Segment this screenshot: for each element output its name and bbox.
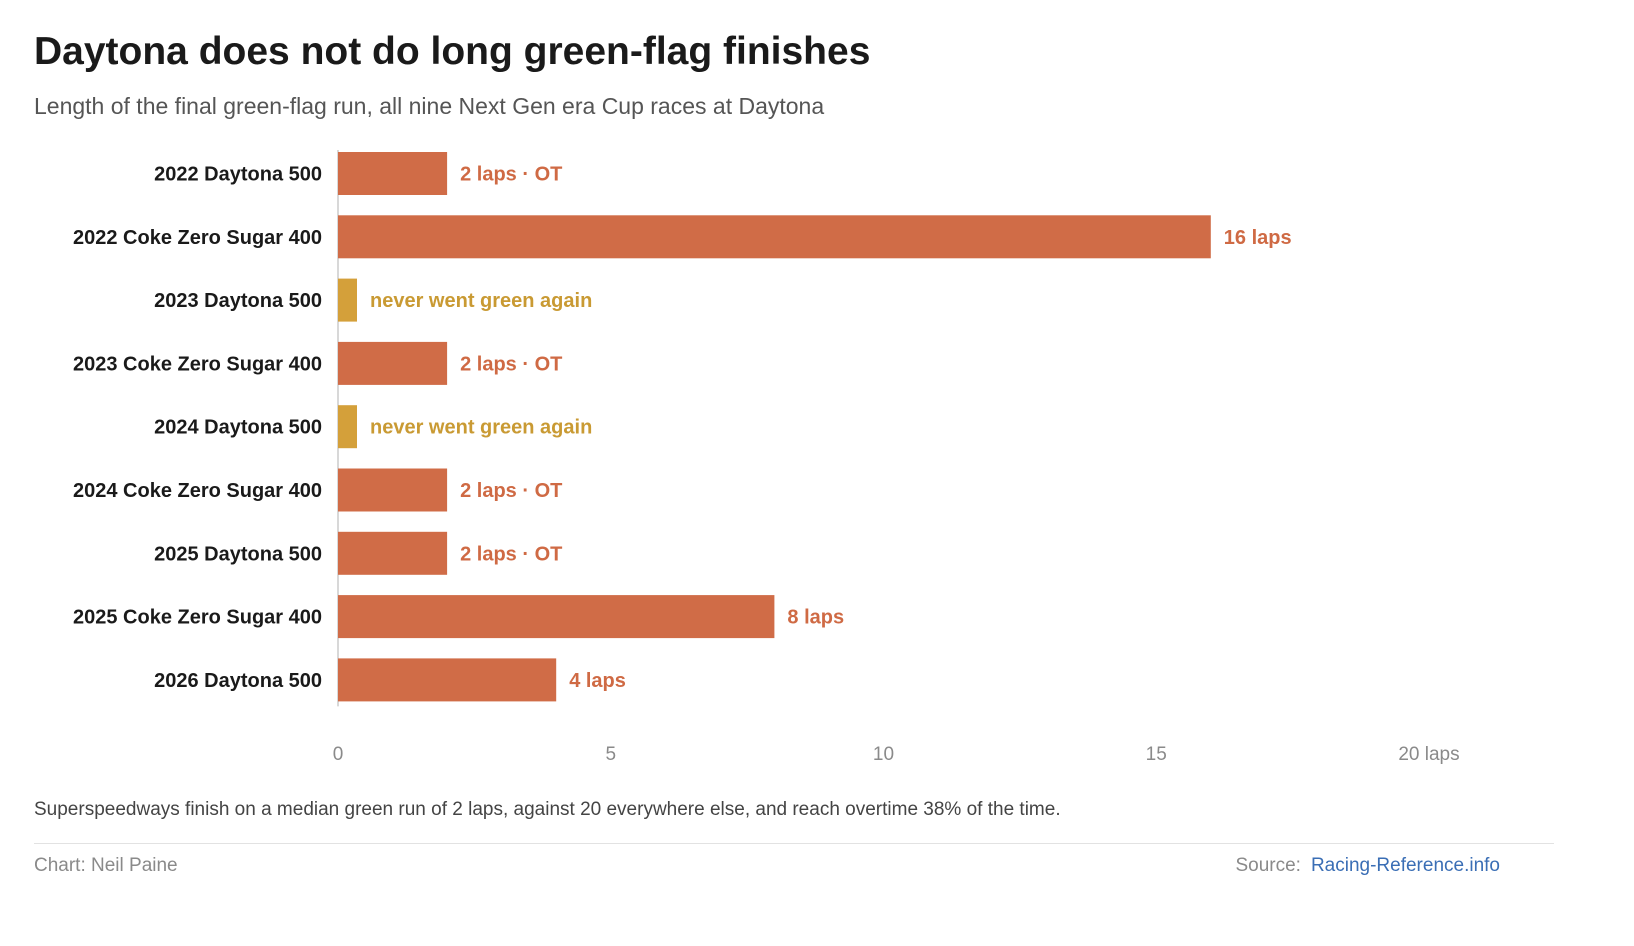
data-label: 4 laps bbox=[569, 670, 626, 692]
bar-8 bbox=[338, 658, 557, 702]
category-label: 2025 Coke Zero Sugar 400 bbox=[73, 607, 322, 629]
x-tick-label: 0 bbox=[333, 744, 344, 765]
category-label: 2026 Daytona 500 bbox=[154, 670, 322, 692]
bar-chart: 2022 Daytona 500 2 laps · OT 2022 Coke Zer… bbox=[73, 150, 1460, 765]
data-label: 2 laps · OT bbox=[460, 480, 562, 502]
x-tick-label: 20 laps bbox=[1398, 744, 1459, 765]
data-label: 2 laps · OT bbox=[460, 164, 562, 186]
category-label: 2022 Daytona 500 bbox=[154, 164, 322, 186]
data-label: 8 laps bbox=[787, 607, 844, 629]
category-label: 2023 Daytona 500 bbox=[154, 290, 322, 312]
bar-2 bbox=[338, 278, 357, 322]
bar-5 bbox=[338, 468, 448, 512]
data-label: never went green again bbox=[370, 417, 592, 439]
footer-divider bbox=[34, 843, 1554, 844]
category-label: 2025 Daytona 500 bbox=[154, 543, 322, 565]
bar-6 bbox=[338, 531, 448, 575]
x-tick-label: 10 bbox=[873, 744, 894, 765]
bar-3 bbox=[338, 341, 448, 385]
source-line: Source: Racing-Reference.info bbox=[1235, 855, 1500, 877]
chart-subtitle: Length of the final green-flag run, all … bbox=[34, 93, 825, 119]
bar-7 bbox=[338, 595, 775, 639]
bar-4 bbox=[338, 405, 357, 449]
source-label: Source: bbox=[1235, 855, 1301, 876]
category-label: 2024 Daytona 500 bbox=[154, 417, 322, 439]
bar-0 bbox=[338, 152, 448, 195]
data-label: 16 laps bbox=[1224, 227, 1292, 249]
chart-credit: Chart: Neil Paine bbox=[34, 855, 178, 876]
source-link[interactable]: Racing-Reference.info bbox=[1310, 855, 1500, 876]
data-label: 2 laps · OT bbox=[460, 353, 562, 375]
category-label: 2024 Coke Zero Sugar 400 bbox=[73, 480, 322, 502]
category-label: 2022 Coke Zero Sugar 400 bbox=[73, 227, 322, 249]
data-label: 2 laps · OT bbox=[460, 543, 562, 565]
x-tick-label: 5 bbox=[605, 744, 616, 765]
bar-1 bbox=[338, 215, 1211, 259]
data-label: never went green again bbox=[370, 290, 592, 312]
chart-note: Superspeedways finish on a median green … bbox=[34, 799, 1061, 820]
x-tick-label: 15 bbox=[1146, 744, 1167, 765]
chart-title: Daytona does not do long green-flag fini… bbox=[34, 30, 871, 73]
category-label: 2023 Coke Zero Sugar 400 bbox=[73, 353, 322, 375]
